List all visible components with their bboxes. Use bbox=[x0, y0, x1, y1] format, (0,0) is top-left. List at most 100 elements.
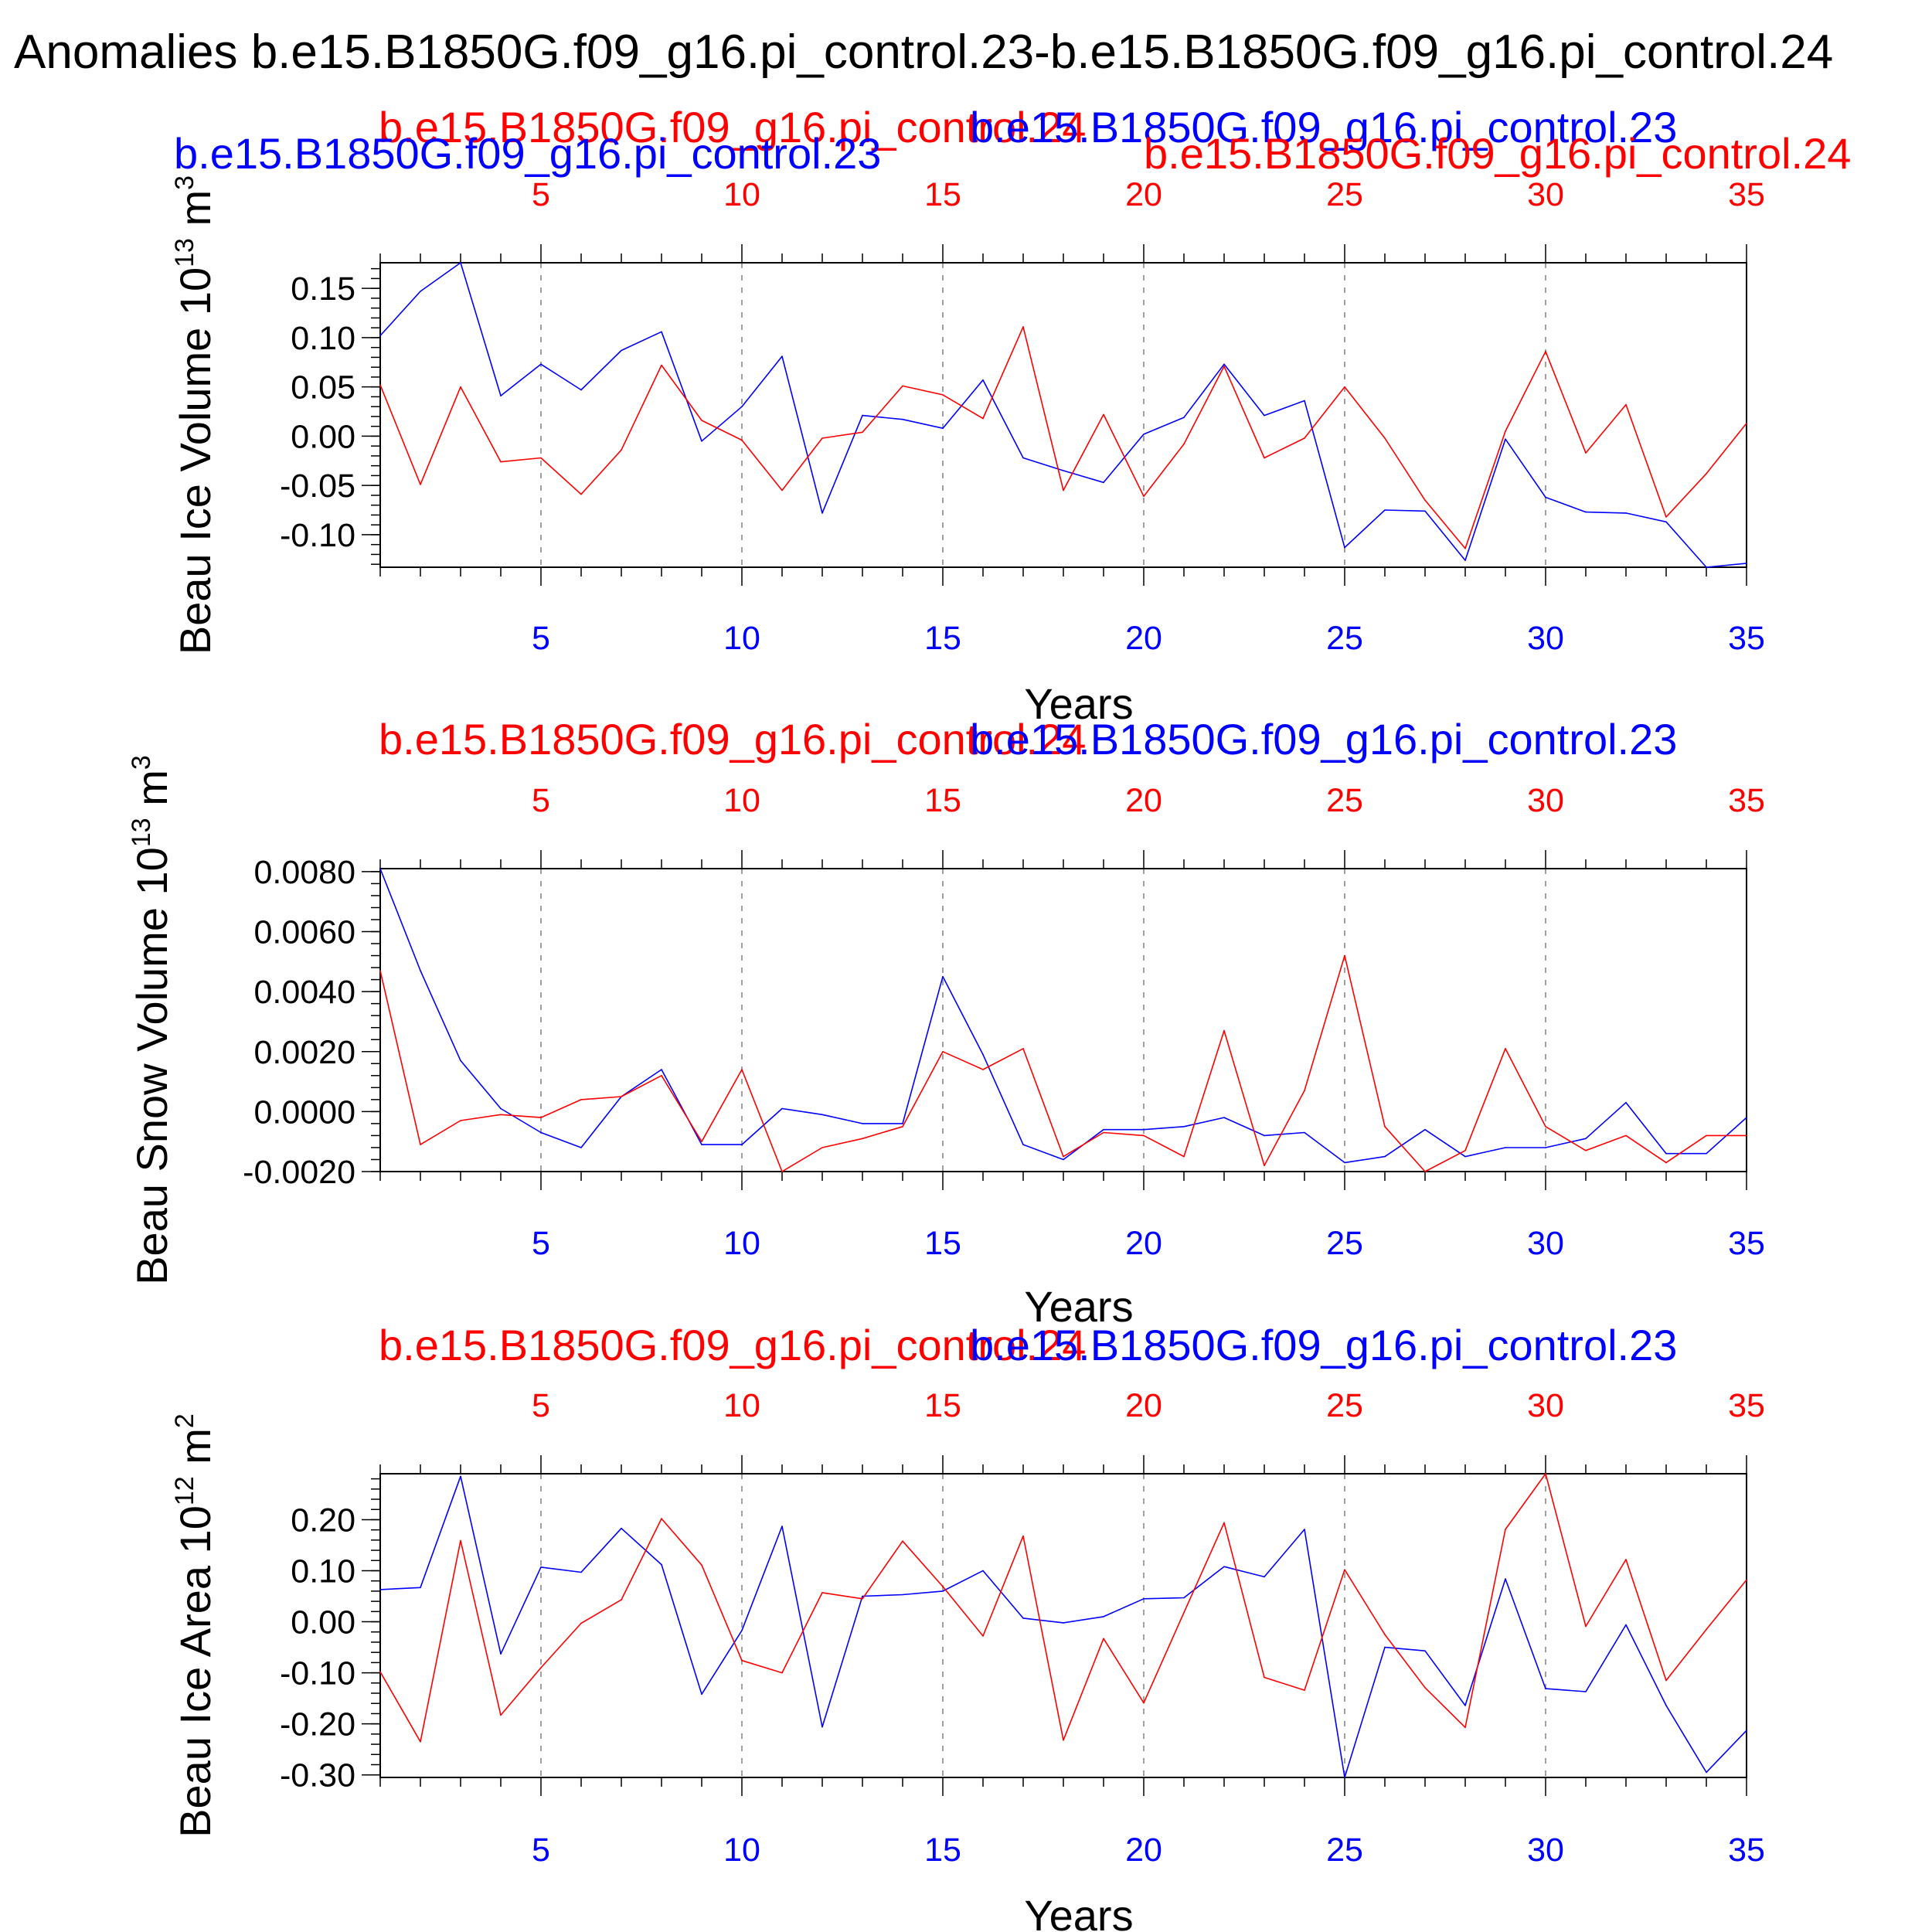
x-tick-label-bottom: 5 bbox=[532, 1832, 550, 1869]
data-point bbox=[580, 1147, 582, 1148]
x-tick-label-top: 20 bbox=[1125, 1387, 1162, 1424]
legend-label: b.e15.B1850G.f09_g16.pi_control.23 bbox=[174, 129, 881, 178]
data-point bbox=[942, 1590, 944, 1592]
data-point bbox=[1143, 1702, 1145, 1704]
data-point bbox=[942, 394, 944, 396]
data-point bbox=[1424, 510, 1426, 512]
data-point bbox=[1304, 1689, 1305, 1691]
x-tick-label-top: 20 bbox=[1125, 176, 1162, 213]
data-point bbox=[1464, 548, 1466, 549]
x-tick-label-bottom: 30 bbox=[1527, 1225, 1564, 1262]
data-point bbox=[500, 1653, 502, 1655]
data-point bbox=[1384, 1646, 1386, 1648]
data-point bbox=[500, 1114, 502, 1116]
data-point bbox=[1665, 1705, 1667, 1706]
x-tick-label-bottom: 20 bbox=[1125, 620, 1162, 657]
y-tick-label: 0.00 bbox=[291, 1604, 355, 1641]
data-point bbox=[781, 355, 783, 357]
data-point bbox=[1304, 437, 1305, 439]
data-point bbox=[1264, 1676, 1265, 1679]
data-point bbox=[781, 1171, 783, 1172]
data-point bbox=[1063, 1158, 1064, 1161]
data-point bbox=[821, 1114, 823, 1116]
data-point bbox=[379, 1589, 381, 1590]
data-point bbox=[1585, 1625, 1587, 1628]
data-point bbox=[1746, 563, 1747, 564]
data-point bbox=[781, 1672, 783, 1674]
data-point bbox=[1746, 1134, 1747, 1137]
x-tick-label-top: 30 bbox=[1527, 176, 1564, 213]
data-point bbox=[1545, 496, 1546, 498]
data-point bbox=[460, 1060, 461, 1062]
data-point bbox=[1665, 516, 1667, 518]
x-tick-label-bottom: 20 bbox=[1125, 1225, 1162, 1262]
data-point bbox=[1665, 1152, 1667, 1155]
data-point bbox=[500, 395, 502, 396]
data-point bbox=[862, 431, 863, 434]
data-point bbox=[1665, 1162, 1667, 1164]
x-tick-label-top: 5 bbox=[532, 1387, 550, 1424]
x-tick-label-top: 35 bbox=[1728, 1387, 1765, 1424]
y-tick-label: 0.15 bbox=[291, 270, 355, 308]
data-point bbox=[1022, 1144, 1024, 1145]
data-point bbox=[1022, 1617, 1024, 1619]
data-point bbox=[1143, 434, 1145, 435]
data-point bbox=[420, 970, 421, 971]
data-point bbox=[1223, 1117, 1225, 1118]
x-tick-label-top: 25 bbox=[1326, 176, 1363, 213]
data-point bbox=[1746, 1730, 1747, 1731]
y-axis-label-text: Beau Ice Area 10 bbox=[171, 1505, 219, 1838]
data-point bbox=[1103, 481, 1104, 484]
y-tick-label: 0.00 bbox=[291, 418, 355, 455]
y-tick-label: 0.0060 bbox=[253, 914, 355, 951]
data-point bbox=[1585, 1691, 1587, 1692]
data-point bbox=[1625, 1624, 1627, 1626]
x-tick-label-bottom: 15 bbox=[924, 1832, 961, 1869]
y-axis-label: Beau Snow Volume 1013 m3 bbox=[127, 755, 176, 1285]
data-point bbox=[902, 1126, 903, 1128]
data-point bbox=[1746, 1117, 1747, 1118]
data-point bbox=[1183, 1611, 1185, 1614]
data-point bbox=[621, 349, 622, 352]
x-axis-label: Years bbox=[1024, 679, 1133, 728]
data-point bbox=[540, 1131, 542, 1134]
data-point bbox=[1464, 1726, 1466, 1729]
data-point bbox=[379, 868, 381, 869]
data-point bbox=[1706, 473, 1707, 474]
x-tick-label-bottom: 25 bbox=[1326, 1225, 1363, 1262]
legend-label: b.e15.B1850G.f09_g16.pi_control.24 bbox=[379, 1321, 1086, 1369]
series-line-control-24 bbox=[379, 1473, 1747, 1743]
data-point bbox=[540, 1117, 542, 1118]
y-axis-label-exp: 13 bbox=[127, 818, 156, 847]
x-tick-label-bottom: 10 bbox=[723, 1832, 760, 1869]
data-point bbox=[540, 457, 542, 459]
x-tick-label-top: 10 bbox=[723, 782, 760, 819]
data-point bbox=[902, 385, 903, 387]
data-point bbox=[1264, 457, 1265, 459]
legend-label: b.e15.B1850G.f09_g16.pi_control.24 bbox=[379, 103, 1086, 151]
data-point bbox=[661, 1563, 662, 1566]
data-point bbox=[580, 1571, 582, 1573]
y-tick-label: 0.0040 bbox=[253, 974, 355, 1011]
data-point bbox=[1183, 1155, 1185, 1158]
data-point bbox=[1223, 1522, 1225, 1524]
data-point bbox=[1344, 1162, 1345, 1164]
data-point bbox=[781, 1107, 783, 1110]
data-point bbox=[1545, 1126, 1546, 1128]
data-point bbox=[1063, 1622, 1064, 1624]
legend-label: b.e15.B1850G.f09_g16.pi_control.23 bbox=[970, 103, 1677, 151]
series-line-control-24 bbox=[379, 954, 1747, 1172]
data-point bbox=[1022, 457, 1024, 459]
data-point bbox=[621, 1527, 622, 1529]
series-line-control-23 bbox=[379, 1475, 1747, 1778]
data-point bbox=[1304, 1090, 1305, 1091]
data-point bbox=[420, 1587, 421, 1589]
data-point bbox=[1424, 1171, 1426, 1172]
x-tick-label-top: 20 bbox=[1125, 782, 1162, 819]
y-tick-label: -0.20 bbox=[280, 1706, 355, 1743]
data-point bbox=[379, 384, 381, 386]
y-axis-label: Beau Ice Volume 1013 m3 bbox=[170, 175, 219, 655]
data-point bbox=[1625, 1101, 1627, 1104]
data-point bbox=[862, 414, 863, 417]
data-point bbox=[500, 1714, 502, 1716]
